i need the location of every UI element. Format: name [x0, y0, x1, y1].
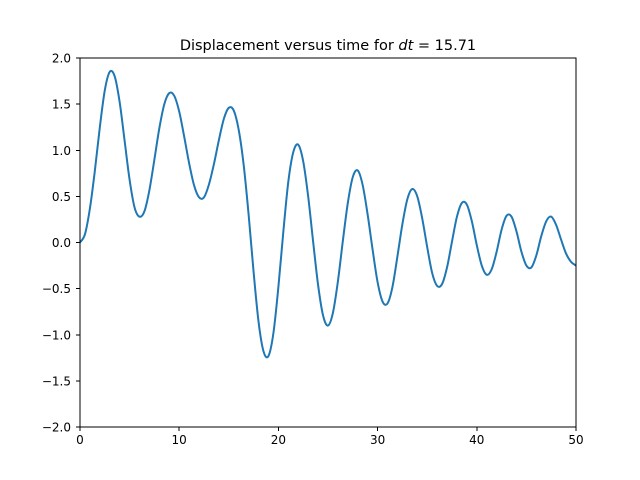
y-tick-label: 0.0: [52, 236, 71, 250]
axis-ticks: 0 10 20 30 40 50 −2.0 −1.5 −1.0 −0.5 0.0 0.5 1.0 1.5 2…: [42, 52, 584, 448]
chart-title-variable: dt: [398, 38, 414, 54]
x-tick-label: 0: [76, 433, 84, 447]
x-tick-label: 50: [568, 433, 583, 447]
y-tick-label: −1.0: [42, 328, 71, 342]
y-tick-label: 1.0: [52, 144, 71, 158]
y-tick-label: 1.5: [52, 98, 71, 112]
y-tick-label: −0.5: [42, 282, 71, 296]
y-tick-label: −2.0: [42, 421, 71, 435]
x-tick-label: 40: [469, 433, 484, 447]
y-tick-label: −1.5: [42, 374, 71, 388]
x-tick-label: 30: [370, 433, 385, 447]
chart-title: Displacement versus time for dt = 15.71: [180, 38, 476, 54]
plot-area: [79, 69, 577, 359]
x-tick-label: 20: [271, 433, 286, 447]
y-tick-label: 0.5: [52, 190, 71, 204]
series-line: [79, 69, 577, 359]
x-tick-label: 10: [172, 433, 187, 447]
y-tick-label: 2.0: [52, 52, 71, 66]
